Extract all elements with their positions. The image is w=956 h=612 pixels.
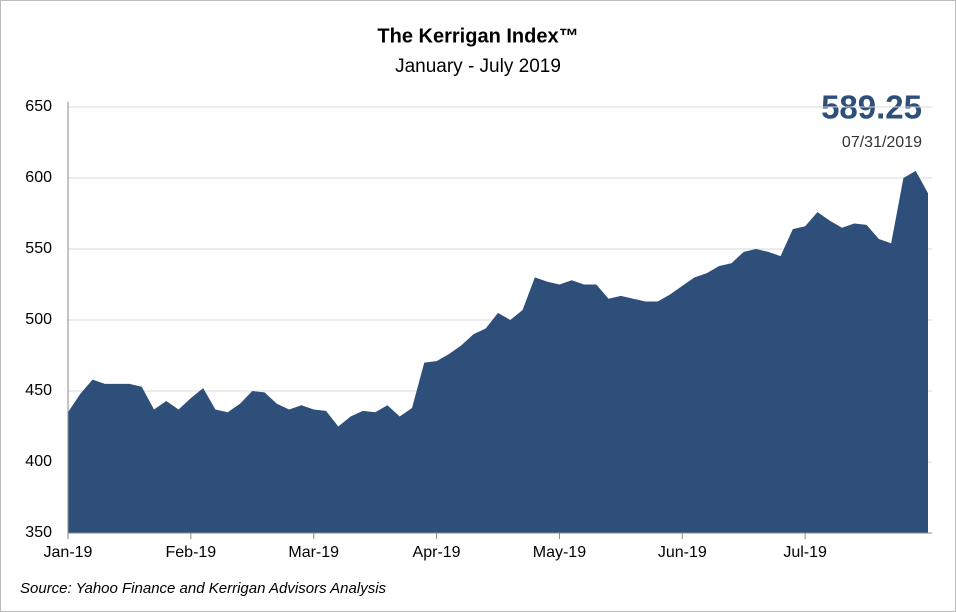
annotation-date: 07/31/2019 [842, 134, 922, 151]
x-tick-label: Feb-19 [166, 544, 217, 561]
x-tick-label: Jul-19 [783, 544, 827, 561]
x-tick-label: Jun-19 [658, 544, 707, 561]
source-note: Source: Yahoo Finance and Kerrigan Advis… [20, 580, 387, 597]
chart-subtitle: January - July 2019 [395, 56, 561, 77]
y-tick-label: 350 [25, 524, 52, 541]
x-tick-label: May-19 [533, 544, 586, 561]
y-tick-label: 550 [25, 240, 52, 257]
area [68, 170, 928, 533]
y-tick-label: 450 [25, 382, 52, 399]
x-tick-label: Jan-19 [44, 544, 93, 561]
y-tick-label: 600 [25, 169, 52, 186]
x-tick-label: Apr-19 [413, 544, 461, 561]
y-tick-label: 400 [25, 453, 52, 470]
y-tick-label: 500 [25, 311, 52, 328]
x-tick-label: Mar-19 [288, 544, 339, 561]
y-tick-label: 650 [25, 98, 52, 115]
chart-title: The Kerrigan Index™ [377, 25, 578, 47]
